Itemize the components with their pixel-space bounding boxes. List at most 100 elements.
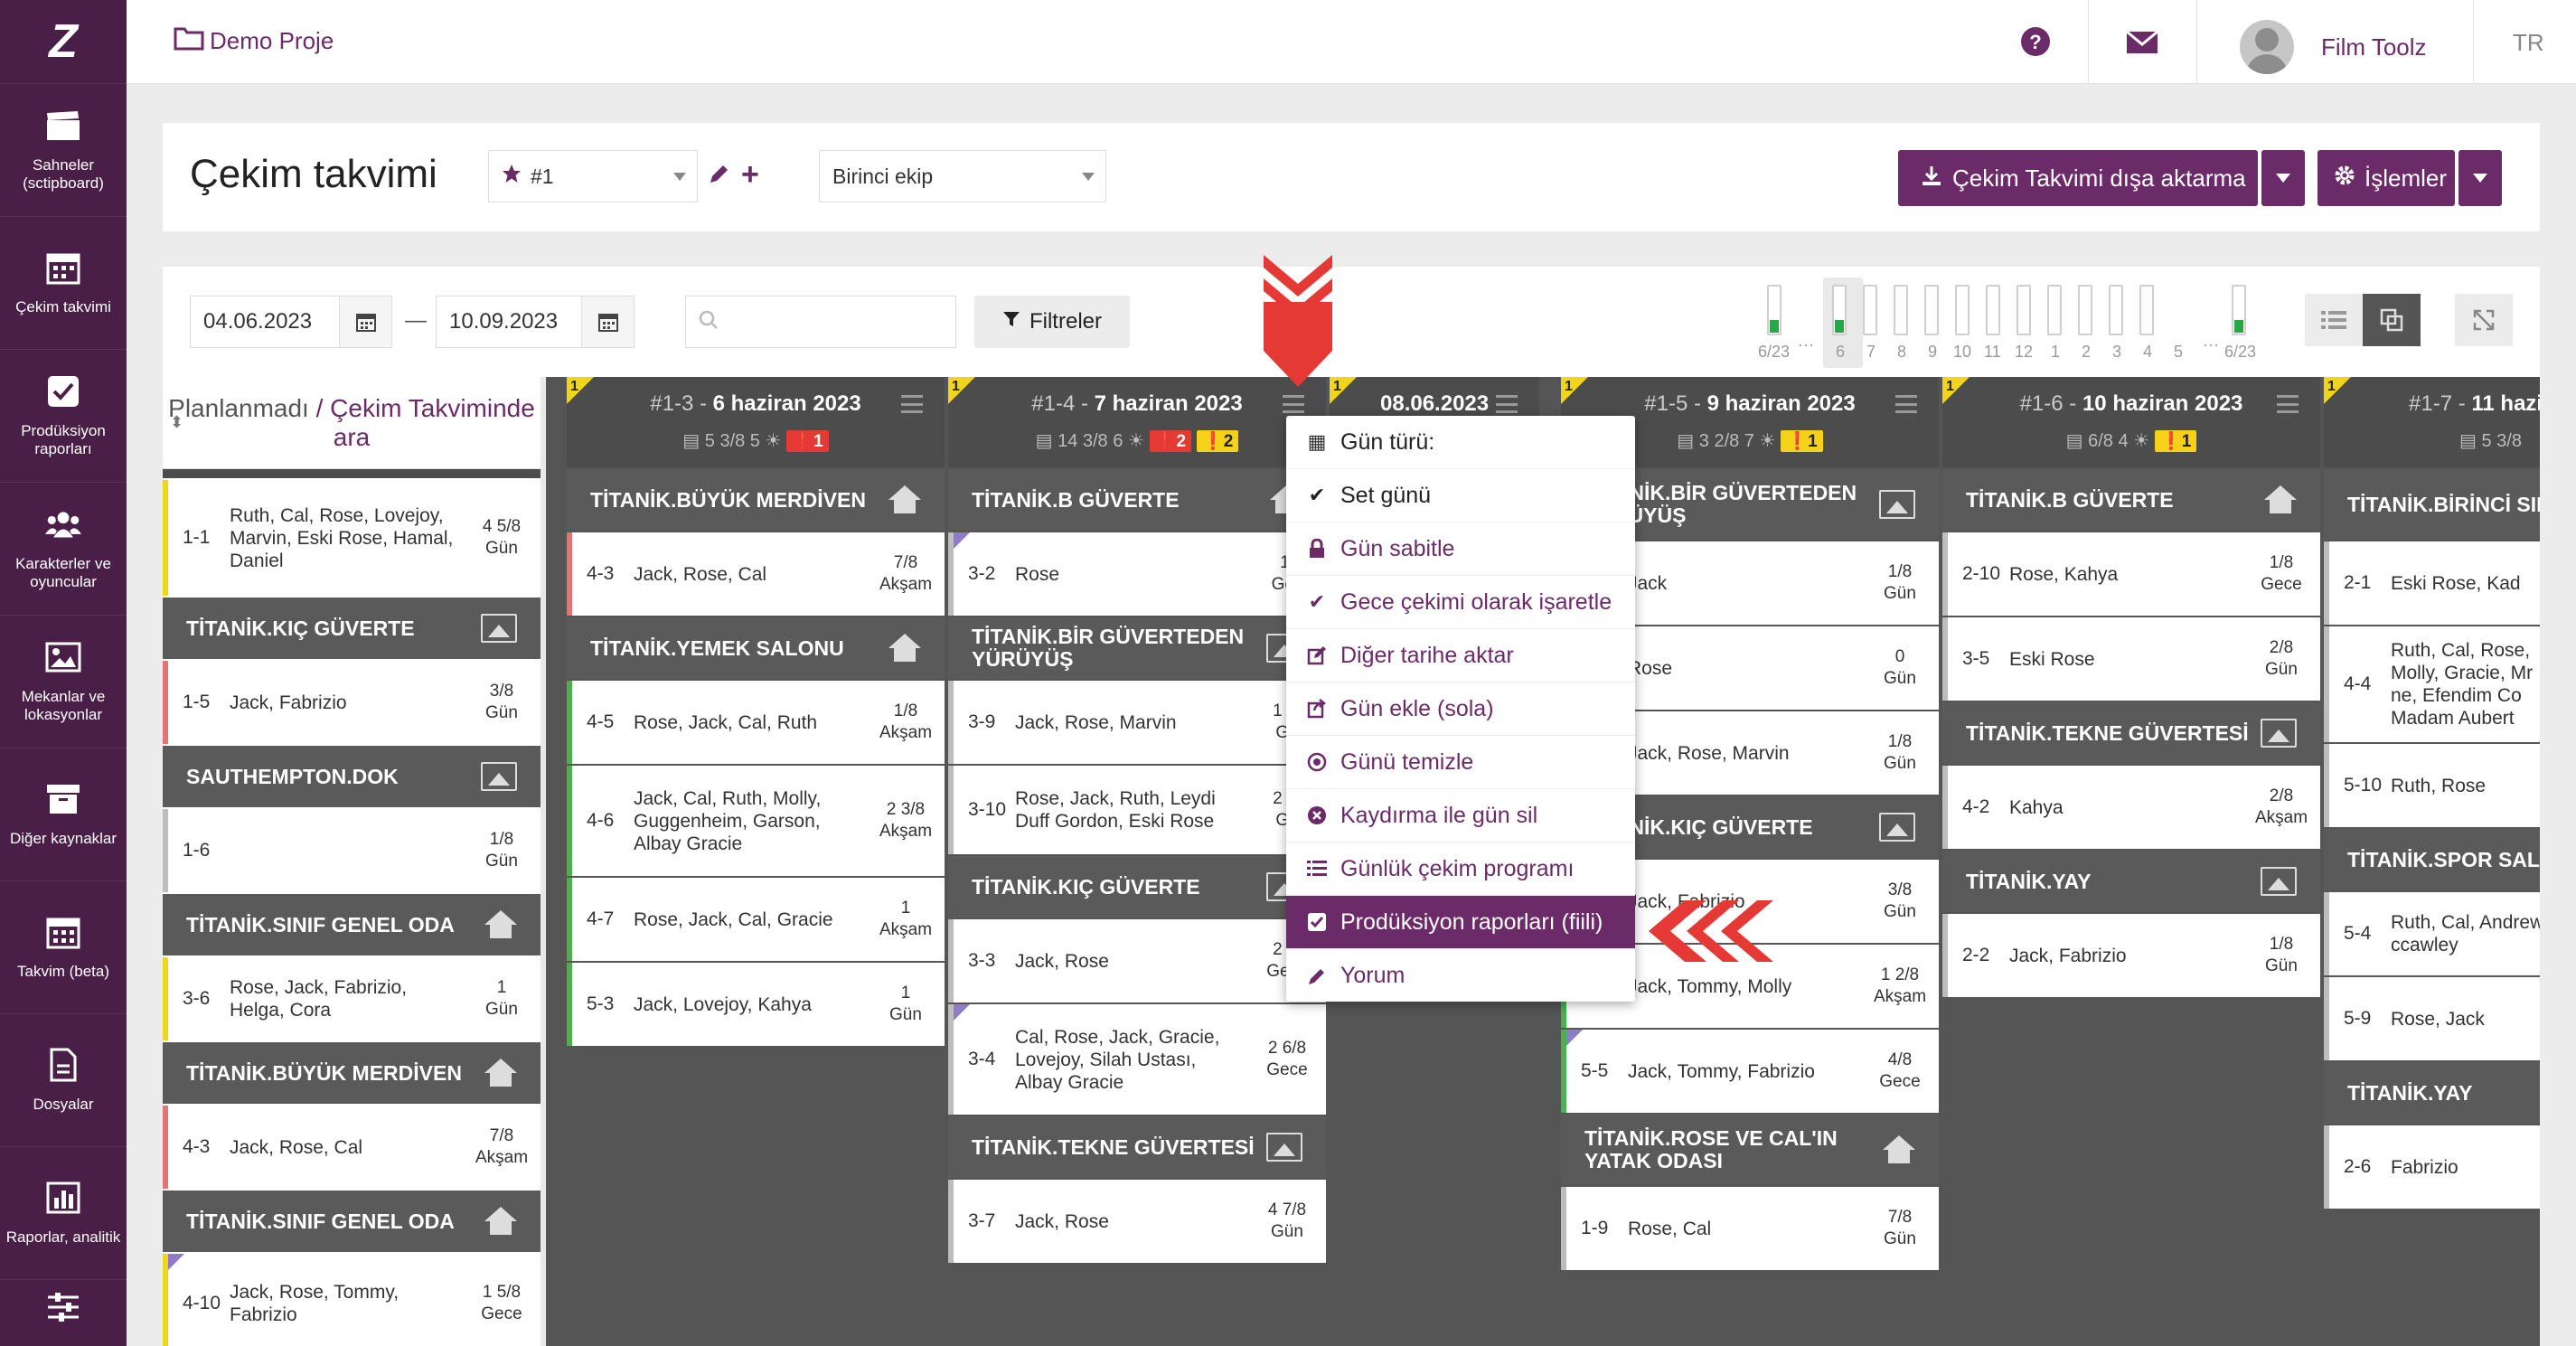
timeline-bar[interactable]	[1767, 285, 1782, 335]
nav-item-shooting-schedule[interactable]: Çekim takvimi	[0, 217, 127, 350]
timeline-bar[interactable]	[2017, 285, 2031, 335]
day-settings-icon[interactable]	[1283, 395, 1304, 413]
scene-strip[interactable]: 1-6 1/8 Gün	[163, 809, 541, 892]
help-icon[interactable]: ?	[2017, 24, 2054, 60]
filters-button[interactable]: Filtreler	[974, 296, 1130, 348]
nav-item-calendar-beta[interactable]: Takvim (beta)	[0, 881, 127, 1014]
language-switch[interactable]: TR	[2513, 29, 2544, 56]
crew-select[interactable]: Birinci ekip	[819, 150, 1106, 202]
scene-strip[interactable]: 3-6 Rose, Jack, Fabrizio, Helga, Cora 1 G…	[163, 957, 541, 1040]
scene-strip[interactable]: 2-1 Eski Rose, Kad	[2324, 541, 2540, 625]
day-settings-icon[interactable]	[1895, 395, 1917, 413]
scene-strip[interactable]: 3-2Rose1/Gec	[948, 532, 1326, 616]
scene-strip[interactable]: 4-3 Jack, Rose, Cal 7/8 Akşam	[567, 532, 945, 616]
scene-strip[interactable]: 1-5 Jack, Fabrizio 3/8 Gün	[163, 661, 541, 744]
menu-item-clear-day[interactable]: Günü temizle	[1286, 736, 1635, 789]
menu-item-mark-night[interactable]: ✔ Gece çekimi olarak işaretle	[1286, 576, 1635, 629]
scene-strip[interactable]: 1-1 Ruth, Cal, Rose, Lovejoy, Marvin, Es…	[163, 480, 541, 596]
nav-item-production-reports[interactable]: Prodüksiyon raporları	[0, 350, 127, 483]
scene-strip[interactable]: 2-10 Rose, Kahya 1/8 Gece	[1942, 532, 2320, 616]
day-header[interactable]: 1 #1-3 - 6 haziran 2023 ▤ 5 3/8 5 ☀ ❗1	[567, 377, 945, 467]
timeline-bar[interactable]	[1924, 285, 1939, 335]
timeline-bar[interactable]	[1986, 285, 2000, 335]
day-header[interactable]: 1 #1-7 - 11 hazi ▤ 5 3/8	[2324, 377, 2540, 467]
sort-icon[interactable]: ⬍	[170, 413, 184, 431]
user-menu[interactable]: Film Toolz	[2240, 20, 2427, 74]
nav-item-scenes[interactable]: Sahneler (sctipboard)	[0, 84, 127, 217]
scene-characters: Kahya	[2009, 796, 2064, 818]
actions-button[interactable]: İşlemler	[2317, 150, 2455, 206]
timeline-bar[interactable]	[2047, 285, 2062, 335]
nav-item-settings[interactable]	[0, 1280, 127, 1334]
timeline-bar[interactable]	[2139, 285, 2154, 335]
menu-item-set-day[interactable]: ✔ Set günü	[1286, 469, 1635, 522]
day-settings-icon[interactable]	[2277, 395, 2299, 413]
scene-strip[interactable]: 5-10 Ruth, Rose	[2324, 744, 2540, 827]
scene-strip[interactable]: 3-7 Jack, Rose 4 7/8 Gün	[948, 1180, 1326, 1263]
timeline-bar[interactable]	[2232, 285, 2246, 335]
nav-item-other-resources[interactable]: Diğer kaynaklar	[0, 748, 127, 881]
search-input[interactable]	[685, 296, 956, 348]
scene-strip[interactable]: 5-3 Jack, Lovejoy, Kahya 1 Gün	[567, 963, 945, 1046]
nav-item-files[interactable]: Dosyalar	[0, 1014, 127, 1147]
mail-icon[interactable]	[2124, 24, 2160, 60]
scene-strip[interactable]: 5-5 Jack, Tommy, Fabrizio 4/8 Gece	[1561, 1030, 1939, 1113]
day-settings-icon[interactable]	[901, 395, 923, 413]
scene-strip[interactable]: 5-4 Ruth, Cal, Andrew ccawley	[2324, 892, 2540, 975]
scene-strip[interactable]: 2-2 Jack, Fabrizio 1/8 Gün	[1942, 914, 2320, 997]
timeline-bar[interactable]	[1832, 285, 1847, 335]
scene-strip[interactable]: 3-4 Cal, Rose, Jack, Gracie, Lovejoy, Sil…	[948, 1004, 1326, 1115]
menu-item-pin-day[interactable]: Gün sabitle	[1286, 522, 1635, 576]
timeline-bar[interactable]	[1955, 285, 1970, 335]
scene-strip[interactable]: 3-5 Eski Rose 2/8 Gün	[1942, 617, 2320, 701]
menu-item-move-date[interactable]: Diğer tarihe aktar	[1286, 629, 1635, 682]
app-logo[interactable]: Z	[0, 0, 127, 84]
chart-icon	[45, 1180, 81, 1216]
day-settings-icon[interactable]	[1496, 395, 1518, 413]
board-view-button[interactable]	[2363, 294, 2421, 346]
timeline-bar[interactable]	[2078, 285, 2092, 335]
schedule-select[interactable]: #1	[488, 150, 698, 202]
timeline-bar[interactable]	[1894, 285, 1908, 335]
fullscreen-button[interactable]	[2455, 294, 2513, 346]
actions-dropdown-button[interactable]	[2458, 150, 2502, 206]
nav-item-reports-analytics[interactable]: Raporlar, analitik	[0, 1147, 127, 1280]
list-view-button[interactable]	[2305, 294, 2363, 346]
edit-schedule-icon[interactable]	[707, 163, 730, 191]
scene-strip[interactable]: 4-6 Jack, Cal, Ruth, Molly, Guggenheim, G…	[567, 766, 945, 876]
day-header[interactable]: 1 #1-6 - 10 haziran 2023 ▤ 6/8 4 ☀ ❗1	[1942, 377, 2320, 467]
scene-strip[interactable]: 4-2 Kahya 2/8 Akşam	[1942, 766, 2320, 849]
project-link[interactable]: Demo Proje	[174, 25, 334, 57]
scene-strip[interactable]: 4-7 Rose, Jack, Cal, Gracie 1 Akşam	[567, 878, 945, 961]
scene-strip[interactable]: 1-9 Rose, Cal 7/8 Gün	[1561, 1187, 1939, 1270]
scene-strip[interactable]: 4-4 Ruth, Cal, Rose, Molly, Gracie, Mr ne…	[2324, 626, 2540, 742]
search-in-schedule-link[interactable]: Çekim Takviminde ara	[330, 393, 535, 451]
menu-item-delete-day[interactable]: Kaydırma ile gün sil	[1286, 789, 1635, 842]
nav-item-locations[interactable]: Mekanlar ve lokasyonlar	[0, 616, 127, 748]
menu-item-production-reports[interactable]: Prodüksiyon raporları (fiili)	[1286, 896, 1635, 949]
timeline-bar[interactable]	[2109, 285, 2123, 335]
scene-strip[interactable]: 4-10 Jack, Rose, Tommy, Fabrizio 1 5/8 Ge…	[163, 1254, 541, 1346]
export-dropdown-button[interactable]	[2261, 150, 2305, 206]
add-schedule-icon[interactable]: +	[741, 157, 759, 192]
scene-strip[interactable]: 5-9 Rose, Jack	[2324, 977, 2540, 1060]
nav-item-characters[interactable]: Karakterler ve oyuncular	[0, 483, 127, 616]
scene-strip[interactable]: 4-3 Jack, Rose, Cal 7/8 Akşam	[163, 1106, 541, 1189]
calendar-icon[interactable]	[581, 296, 634, 347]
timeline-bar[interactable]	[1863, 285, 1877, 335]
menu-item-comment[interactable]: Yorum	[1286, 949, 1635, 1002]
date-from-field[interactable]: 04.06.2023	[190, 296, 392, 348]
export-schedule-button[interactable]: Çekim Takvimi dışa aktarma	[1898, 150, 2258, 206]
scene-strip[interactable]: 2-6 Fabrizio	[2324, 1125, 2540, 1209]
day-flag	[1561, 377, 1588, 404]
scene-strip[interactable]: 4-5 Rose, Jack, Cal, Ruth 1/8 Akşam	[567, 681, 945, 764]
date-to-field[interactable]: 10.09.2023	[436, 296, 635, 348]
scene-strip[interactable]: 3-10 Rose, Jack, Ruth, Leydi Duff Gordon,…	[948, 766, 1326, 854]
calendar-icon[interactable]	[339, 296, 391, 347]
menu-item-label: Yorum	[1340, 963, 1406, 988]
menu-item-add-day-left[interactable]: Gün ekle (sola)	[1286, 682, 1635, 736]
menu-item-daily-schedule[interactable]: Günlük çekim programı	[1286, 842, 1635, 896]
day-header[interactable]: 1 #1-4 - 7 haziran 2023 ▤ 14 3/8 6 ☀ ❗2 ❗2	[948, 377, 1326, 467]
